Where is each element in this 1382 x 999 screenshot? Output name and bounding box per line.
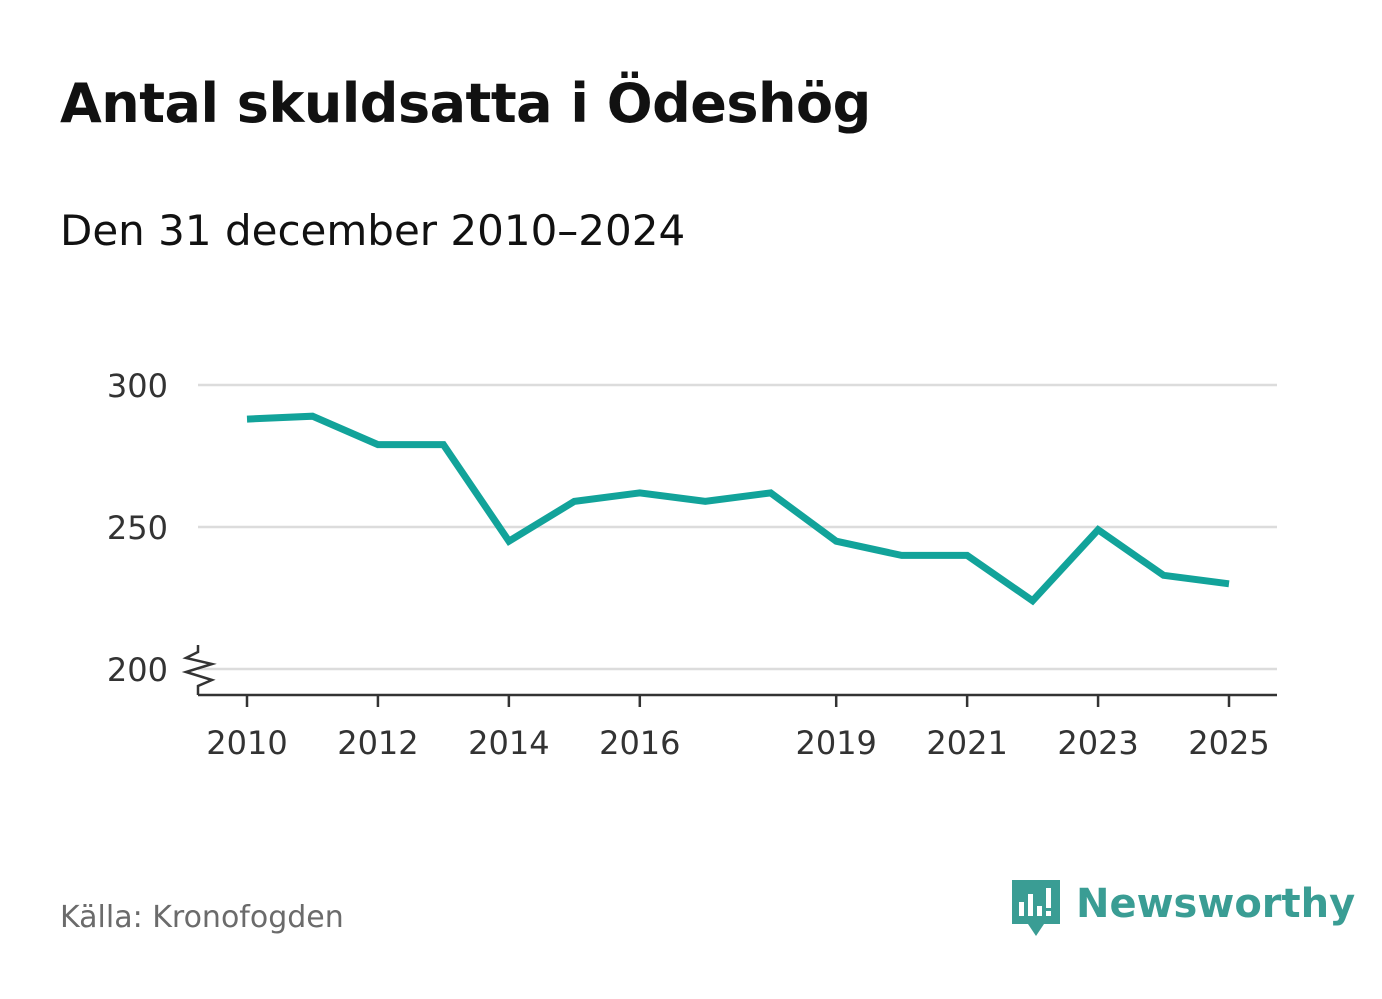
chart-title: Antal skuldsatta i Ödeshög — [60, 72, 871, 135]
data-point-2014 — [506, 538, 512, 544]
x-tick-label: 2021 — [926, 724, 1007, 762]
newsworthy-logo-icon — [1012, 880, 1060, 936]
x-axis — [181, 645, 1277, 707]
data-point-2024 — [1161, 572, 1167, 578]
data-point-2020 — [899, 552, 905, 558]
data-point-2015 — [571, 498, 577, 504]
data-point-2013 — [440, 442, 446, 448]
gridlines — [198, 383, 1277, 671]
series-layer — [244, 412, 1232, 606]
data-point-2021 — [964, 552, 970, 558]
data-point-2017 — [702, 498, 708, 504]
y-tick-label: 200 — [107, 651, 168, 689]
data-point-2010 — [244, 416, 250, 422]
x-tick-label: 2010 — [206, 724, 287, 762]
source-note: Källa: Kronofogden — [60, 900, 344, 935]
x-tick-label: 2019 — [795, 724, 876, 762]
y-tick-label: 300 — [107, 367, 168, 405]
brand: Newsworthy — [1010, 878, 1355, 942]
x-tick-label: 2025 — [1188, 724, 1269, 762]
y-axis-labels: 200 250 300 — [107, 367, 168, 689]
x-tick-label: 2014 — [468, 724, 549, 762]
x-tick-label: 2023 — [1057, 724, 1138, 762]
x-axis-labels: 2010 2012 2014 2016 2019 2021 2023 2025 — [206, 724, 1269, 762]
data-point-2016 — [637, 490, 643, 496]
data-point-2023 — [1095, 527, 1101, 533]
data-point-2011 — [309, 413, 315, 419]
axis-break-marker — [181, 645, 217, 695]
data-point-2022 — [1030, 598, 1036, 604]
chart-subtitle: Den 31 december 2010–2024 — [60, 206, 686, 255]
x-tick-label: 2012 — [337, 724, 418, 762]
x-tick-label: 2016 — [599, 724, 680, 762]
y-tick-label: 250 — [107, 509, 168, 547]
data-point-2012 — [375, 442, 381, 448]
brand-name: Newsworthy — [1076, 881, 1356, 927]
data-point-2019 — [833, 538, 839, 544]
series-line-0 — [246, 412, 1230, 606]
data-point-2018 — [768, 490, 774, 496]
data-point-2025 — [1226, 581, 1232, 587]
